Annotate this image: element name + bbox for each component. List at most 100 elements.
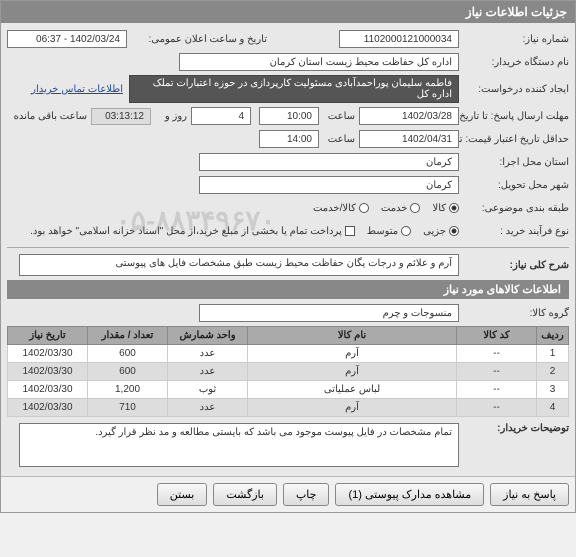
cell: لباس عملیاتی [248,381,457,399]
class-goods-radio[interactable]: کالا [432,203,459,214]
radio-icon [449,226,459,236]
desc-value: آرم و علائم و درجات یگان حفاظت محیط زیست… [19,254,459,276]
need-no-value: 1102000121000034 [339,30,459,48]
close-button[interactable]: بستن [157,483,208,506]
col-row: ردیف [537,327,569,345]
col-qty: تعداد / مقدار [88,327,168,345]
valid-label: حداقل تاریخ اعتبار قیمت: تا تاریخ: [459,134,569,145]
pay-note-item: پرداخت تمام یا بخشی از مبلغ خرید،از محل … [30,226,355,237]
radio-icon [359,203,369,213]
buyer-org-label: نام دستگاه خریدار: [459,57,569,68]
radio-icon [410,203,420,213]
items-subheader: اطلاعات کالاهای مورد نیاز [7,280,569,299]
panel-title: جزئیات اطلاعات نیاز [1,1,575,23]
table-row[interactable]: 1 -- آرم عدد 600 1402/03/30 [8,345,569,363]
class-service-radio[interactable]: خدمت [381,203,421,214]
valid-time: 14:00 [259,130,319,148]
cell: 600 [88,345,168,363]
remain-time: 03:13:12 [91,108,151,125]
remain-label: ساعت باقی مانده [14,111,91,122]
deadline-time: 10:00 [259,107,319,125]
cell: 3 [537,381,569,399]
cell: 1,200 [88,381,168,399]
separator [7,247,569,248]
print-button[interactable]: چاپ [283,483,330,506]
pay-note-text: پرداخت تمام یا بخشی از مبلغ خرید،از محل … [30,226,342,237]
class-service-text: خدمت [381,203,408,214]
cell: عدد [168,345,248,363]
desc-label: شرح کلی نیاز: [459,260,569,271]
days-label: روز و [151,111,191,122]
pub-date-value: 1402/03/24 - 06:37 [7,30,127,48]
buy-medium-radio[interactable]: متوسط [367,226,411,237]
class-both-text: کالا/خدمت [313,203,356,214]
del-city-value: کرمان [199,176,459,194]
del-city-label: شهر محل تحویل: [459,180,569,191]
col-date: تاریخ نیاز [8,327,88,345]
exec-province-value: کرمان [199,153,459,171]
buy-medium-text: متوسط [367,226,398,237]
cell: 1402/03/30 [8,381,88,399]
time-label-2: ساعت [319,134,359,145]
table-row[interactable]: 4 -- آرم عدد 710 1402/03/30 [8,399,569,417]
cell: -- [457,381,537,399]
radio-icon [449,203,459,213]
cell: 2 [537,363,569,381]
cell: 710 [88,399,168,417]
cell: ثوب [168,381,248,399]
days-value: 4 [191,107,251,125]
need-no-label: شماره نیاز: [459,34,569,45]
time-label-1: ساعت [319,111,359,122]
cell: آرم [248,345,457,363]
requester-label: ایجاد کننده درخواست: [459,84,569,95]
cell: 1402/03/30 [8,399,88,417]
items-table: ردیف کد کالا نام کالا واحد شمارش تعداد /… [7,326,569,417]
table-header-row: ردیف کد کالا نام کالا واحد شمارش تعداد /… [8,327,569,345]
group-label: گروه کالا: [459,308,569,319]
class-goods-text: کالا [432,203,446,214]
cell: 4 [537,399,569,417]
contact-link[interactable]: اطلاعات تماس خریدار [31,84,123,95]
back-button[interactable]: بازگشت [213,483,277,506]
table-body: 1 -- آرم عدد 600 1402/03/30 2 -- آرم عدد… [8,345,569,417]
button-bar: پاسخ به نیاز مشاهده مدارک پیوستی (1) چاپ… [1,476,575,512]
col-code: کد کالا [457,327,537,345]
buy-type-radio-group: جزیی متوسط [367,226,459,237]
deadline-date: 1402/03/28 [359,107,459,125]
buy-type-label: نوع فرآیند خرید : [459,226,569,237]
cell: 1402/03/30 [8,363,88,381]
exec-province-label: استان محل اجرا: [459,157,569,168]
buy-partial-text: جزیی [423,226,446,237]
valid-date: 1402/04/31 [359,130,459,148]
deadline-label: مهلت ارسال پاسخ: تا تاریخ: [459,111,569,122]
cell: -- [457,363,537,381]
respond-button[interactable]: پاسخ به نیاز [490,483,569,506]
group-value: منسوجات و چرم [199,304,459,322]
class-label: طبقه بندی موضوعی: [459,203,569,214]
cell: عدد [168,399,248,417]
cell: 600 [88,363,168,381]
col-unit: واحد شمارش [168,327,248,345]
attachments-button[interactable]: مشاهده مدارک پیوستی (1) [335,483,484,506]
requester-value: فاطمه سلیمان پوراحمدآبادی مسئولیت کارپرد… [129,75,459,103]
table-row[interactable]: 2 -- آرم عدد 600 1402/03/30 [8,363,569,381]
cell: عدد [168,363,248,381]
col-name: نام کالا [248,327,457,345]
class-radio-group: کالا خدمت کالا/خدمت [313,203,459,214]
cell: آرم [248,399,457,417]
form-body: شماره نیاز: 1102000121000034 تاریخ و ساع… [1,23,575,476]
cell: 1 [537,345,569,363]
cell: -- [457,399,537,417]
table-row[interactable]: 3 -- لباس عملیاتی ثوب 1,200 1402/03/30 [8,381,569,399]
buyer-notes-label: توضیحات خریدار: [459,423,569,434]
buyer-notes-value: تمام مشخصات در فایل پیوست موجود می باشد … [19,423,459,467]
radio-icon [401,226,411,236]
class-both-radio[interactable]: کالا/خدمت [313,203,369,214]
checkbox-icon[interactable] [345,226,355,236]
pub-date-label: تاریخ و ساعت اعلان عمومی: [127,34,267,45]
details-panel: جزئیات اطلاعات نیاز شماره نیاز: 11020001… [0,0,576,513]
buyer-org-value: اداره کل حفاظت محیط زیست استان کرمان [179,53,459,71]
cell: 1402/03/30 [8,345,88,363]
cell: -- [457,345,537,363]
buy-partial-radio[interactable]: جزیی [423,226,459,237]
